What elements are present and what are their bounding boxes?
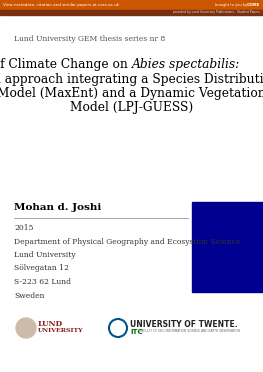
Text: 2015: 2015: [14, 224, 33, 232]
Text: An approach integrating a Species Distribution: An approach integrating a Species Distri…: [0, 73, 263, 86]
Text: Sweden: Sweden: [14, 292, 44, 299]
Text: Impacts of Climate Change on: Impacts of Climate Change on: [0, 58, 132, 71]
Bar: [0, 10, 263, 15]
Text: Model (LPJ-GUESS): Model (LPJ-GUESS): [70, 102, 193, 115]
Text: Lund University GEM thesis series nr 8: Lund University GEM thesis series nr 8: [14, 35, 165, 43]
Text: Sölvegatan 12: Sölvegatan 12: [14, 264, 69, 273]
Text: S-223 62 Lund: S-223 62 Lund: [14, 278, 71, 286]
Text: Mohan d. Joshi: Mohan d. Joshi: [14, 203, 101, 212]
Text: provided by Lund University Publications - Student Papers: provided by Lund University Publications…: [173, 10, 260, 15]
Text: View metadata, citation and similar papers at core.ac.uk: View metadata, citation and similar pape…: [3, 3, 119, 7]
Bar: [192, 202, 263, 292]
Circle shape: [16, 318, 36, 338]
Text: ITC: ITC: [130, 329, 143, 335]
Bar: [0, 0, 263, 10]
Text: Abies spectabilis:: Abies spectabilis:: [132, 58, 240, 71]
Text: CORE: CORE: [247, 3, 260, 7]
Text: FACULTY OF GEO-INFORMATION SCIENCE AND EARTH OBSERVATION: FACULTY OF GEO-INFORMATION SCIENCE AND E…: [140, 329, 240, 333]
Text: brought to you by: brought to you by: [215, 3, 247, 7]
Text: Department of Physical Geography and Ecosystem Science: Department of Physical Geography and Eco…: [14, 237, 240, 246]
Text: LUND: LUND: [38, 320, 63, 328]
Text: UNIVERSITY OF TWENTE.: UNIVERSITY OF TWENTE.: [130, 320, 238, 329]
Text: UNIVERSITY: UNIVERSITY: [38, 328, 84, 333]
Text: Lund University: Lund University: [14, 251, 76, 259]
Text: Model (MaxEnt) and a Dynamic Vegetation: Model (MaxEnt) and a Dynamic Vegetation: [0, 87, 263, 100]
